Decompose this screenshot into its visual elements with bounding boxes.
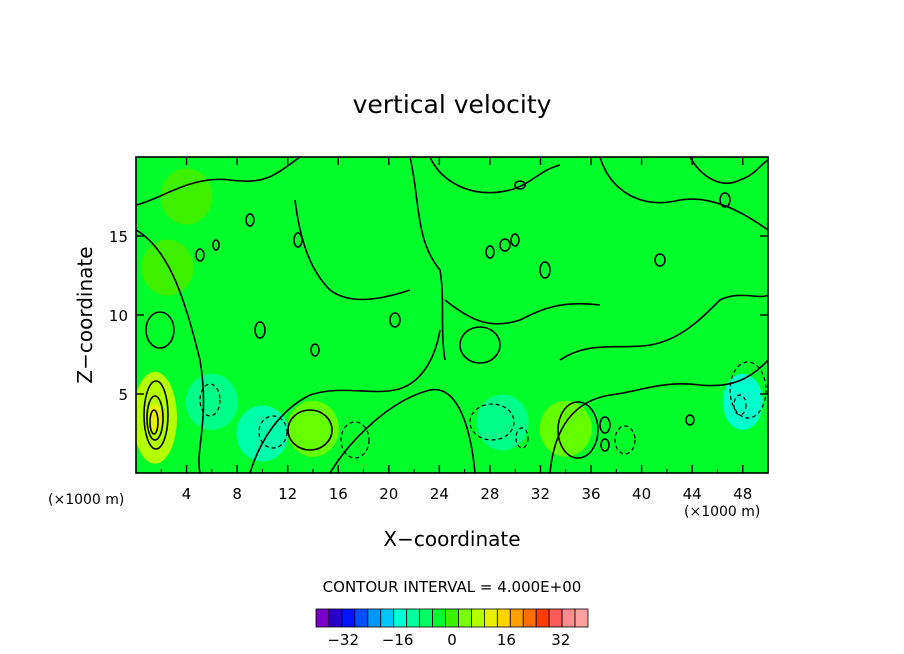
colorbar-tick-label: −16 — [382, 631, 414, 649]
x-tick-label: 24 — [430, 485, 449, 503]
colorbar-swatch — [432, 608, 446, 628]
colorbar-swatch — [406, 608, 421, 628]
chart-title: vertical velocity — [353, 90, 552, 119]
contour-region-2 — [286, 400, 339, 457]
colorbar-swatch — [483, 608, 498, 628]
x-tick-label: 28 — [480, 485, 499, 503]
contour-region-3 — [160, 168, 213, 225]
colorbar-swatch — [522, 608, 537, 628]
y-tick-label: 10 — [109, 307, 128, 325]
colorbar: −32 −16 0 16 32 — [315, 608, 589, 649]
x-tick-label: 12 — [278, 485, 297, 503]
x-axis: 4 8 12 16 20 24 28 32 36 40 44 48 — [160, 157, 752, 503]
plot-area — [135, 156, 769, 474]
colorbar-swatch — [354, 608, 369, 628]
colorbar-swatch — [380, 608, 395, 628]
contour-region-8 — [185, 373, 238, 430]
x-tick-label: 36 — [581, 485, 600, 503]
colorbar-tick-label: 16 — [497, 631, 516, 649]
colorbar-swatch — [535, 608, 550, 628]
x-tick-label: 40 — [632, 485, 651, 503]
x-tick-label: 16 — [329, 485, 348, 503]
x-tick-label: 4 — [182, 485, 192, 503]
negative-contour-lines — [199, 361, 767, 459]
y-axis: 5 10 15 — [109, 228, 768, 404]
contour-region-6 — [236, 405, 289, 462]
x-tick-label: 48 — [733, 485, 752, 503]
x-tick-label: 44 — [683, 485, 702, 503]
x-tick-label: 8 — [232, 485, 242, 503]
colorbar-swatch — [471, 608, 485, 628]
x-tick-label: 32 — [531, 485, 550, 503]
colorbar-swatch — [445, 608, 459, 628]
contour-region-1 — [539, 400, 592, 457]
colorbar-swatch — [509, 608, 524, 628]
colorbar-swatch — [315, 608, 330, 628]
colorbar-tick-label: 32 — [551, 631, 570, 649]
colorbar-tick-label: 0 — [447, 631, 457, 649]
contour-region-4 — [141, 239, 194, 296]
colorbar-tick-label: −32 — [327, 631, 359, 649]
contour-lines — [136, 157, 768, 473]
x-tick-label: 20 — [379, 485, 398, 503]
plot-background — [136, 157, 768, 473]
contour-fields — [136, 168, 763, 464]
colorbar-swatch — [393, 608, 408, 628]
colorbar-swatch — [574, 608, 589, 628]
colorbar-swatch — [548, 608, 563, 628]
y-axis-label: Z−coordinate — [73, 246, 97, 383]
colorbar-swatch — [458, 608, 472, 628]
contour-region-5 — [476, 394, 529, 451]
colorbar-swatch — [561, 608, 576, 628]
y-tick-label: 15 — [109, 228, 128, 246]
x-axis-label: X−coordinate — [383, 527, 520, 551]
contour-region-7 — [722, 373, 763, 430]
colorbar-swatch — [341, 608, 356, 628]
colorbar-swatch — [496, 608, 511, 628]
colorbar-swatch — [419, 608, 433, 628]
colorbar-swatch — [328, 608, 343, 628]
colorbar-swatch — [367, 608, 382, 628]
x-unit-right: (×1000 m) — [684, 504, 760, 520]
contour-interval-label: CONTOUR INTERVAL = 4.000E+00 — [323, 578, 582, 596]
x-unit-left: (×1000 m) — [48, 492, 124, 508]
y-tick-label: 5 — [118, 386, 128, 404]
